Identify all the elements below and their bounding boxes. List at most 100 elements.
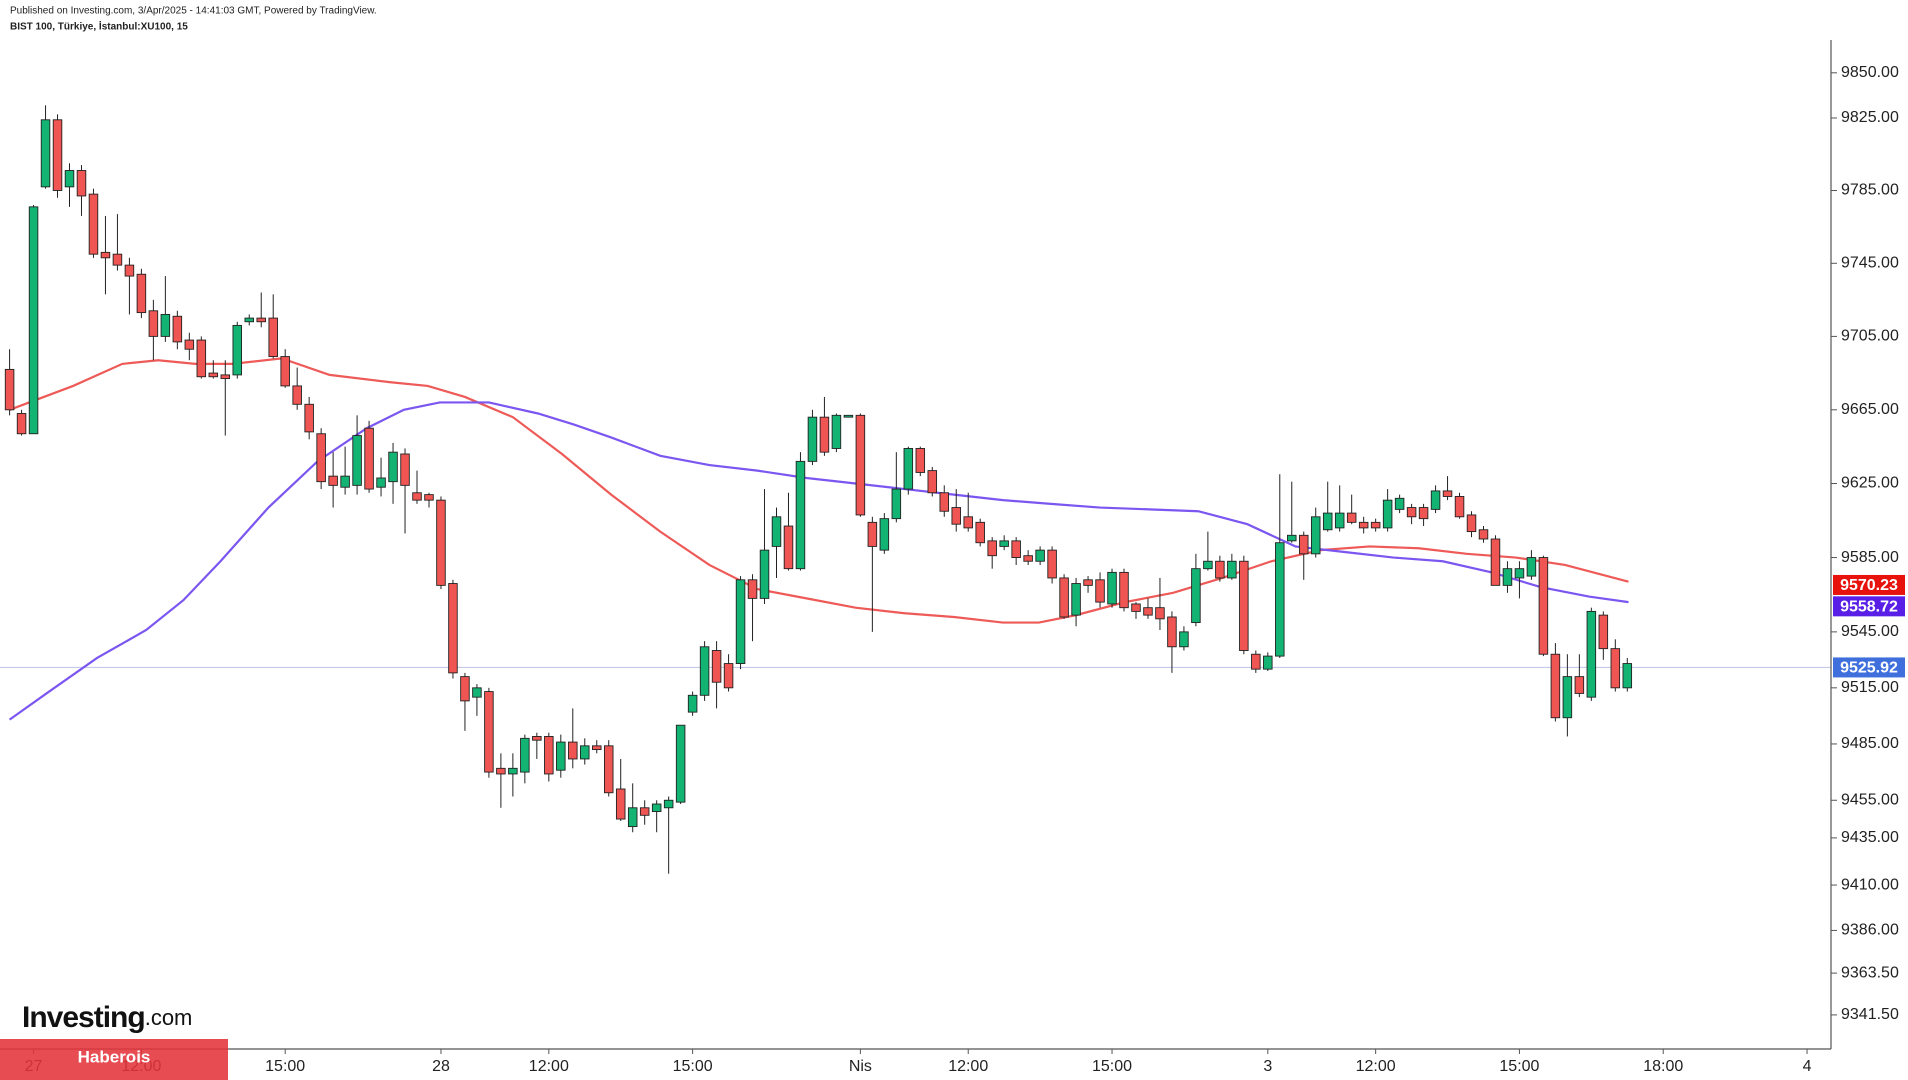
candle-body	[1334, 512, 1345, 529]
y-tick-label: 9435.00	[1841, 829, 1899, 846]
y-tick-label: 9785.00	[1841, 182, 1899, 199]
y-tick-label: 9341.50	[1841, 1006, 1899, 1023]
candle-body	[1071, 583, 1081, 616]
candle-body	[1538, 557, 1549, 655]
candle-body	[412, 492, 422, 501]
candle-body	[675, 724, 686, 803]
candle-body	[1346, 512, 1357, 523]
candle-body	[843, 414, 854, 418]
candle-body	[1586, 610, 1597, 698]
candle-body	[1263, 655, 1273, 670]
candle-body	[196, 339, 207, 378]
candle-body	[28, 206, 39, 435]
logo: Investing.com	[22, 1001, 192, 1034]
moving-average-line	[8, 401, 1629, 721]
logo-suffix: .com	[145, 1005, 193, 1030]
candle-body	[148, 310, 159, 337]
candle-body	[1394, 497, 1405, 510]
candle-body	[1251, 653, 1261, 670]
y-tick-label: 9515.00	[1841, 679, 1899, 696]
candle-body	[1035, 549, 1045, 562]
x-tick-label: 12:00	[948, 1058, 988, 1075]
y-tick-label: 9825.00	[1841, 109, 1899, 126]
logo-name: Investing	[22, 1001, 145, 1034]
candle-body	[328, 475, 338, 486]
candle-body	[903, 448, 914, 490]
candle-body	[723, 663, 734, 689]
y-tick-label: 9545.00	[1841, 623, 1899, 640]
candle-body	[1310, 516, 1321, 555]
candle-body	[867, 521, 878, 547]
candle-body	[220, 374, 231, 380]
candle-body	[436, 499, 446, 586]
candle-body	[1358, 521, 1369, 529]
candle-body	[1430, 490, 1441, 510]
candle-body	[1502, 568, 1513, 586]
candle-body	[1275, 542, 1285, 657]
candle-body	[352, 435, 362, 486]
candle-body	[999, 540, 1009, 547]
published-note: Published on Investing.com, 3/Apr/2025 -…	[10, 6, 377, 17]
candle-body	[136, 273, 147, 314]
candle-body	[580, 745, 590, 760]
watermark-box	[0, 1039, 228, 1080]
candle-body	[592, 745, 602, 751]
candle-body	[40, 119, 51, 188]
candle-body	[1215, 560, 1225, 579]
candle-body	[340, 475, 350, 488]
candle-body	[1107, 571, 1117, 605]
candle-body	[1083, 579, 1093, 586]
candle-body	[1370, 521, 1381, 529]
candle-body	[1167, 616, 1177, 648]
candle-body	[651, 803, 662, 812]
candle-body	[520, 737, 530, 773]
candle-body	[819, 416, 830, 453]
candle-body	[927, 470, 938, 494]
candle-body	[1382, 499, 1393, 529]
candle-body	[1406, 507, 1417, 518]
candle-body	[747, 579, 758, 599]
y-tick-label: 9410.00	[1841, 876, 1899, 893]
candle-body	[208, 372, 219, 378]
candle-body	[663, 799, 674, 809]
y-tick-label: 9485.00	[1841, 735, 1899, 752]
price-label-box	[1833, 574, 1905, 595]
candle-body	[532, 736, 542, 741]
candle-body	[795, 460, 806, 570]
candle-body	[388, 451, 398, 483]
watermark: Haberois	[78, 1047, 151, 1066]
candle-body	[160, 313, 171, 337]
candle-body	[807, 416, 818, 462]
candle-body	[568, 741, 578, 760]
candle-body	[1526, 557, 1537, 577]
candle-body	[1598, 614, 1609, 650]
x-tick-label: 15:00	[673, 1058, 713, 1075]
candle-body	[735, 579, 746, 665]
candle-body	[891, 488, 902, 520]
candle-body	[448, 583, 458, 674]
candle-body	[783, 525, 794, 570]
x-tick-label: 15:00	[265, 1058, 305, 1075]
candle-body	[232, 324, 243, 376]
candle-body	[1119, 571, 1129, 609]
candle-body	[316, 433, 326, 483]
x-tick-label: Nis	[849, 1058, 872, 1075]
candle-body	[1179, 631, 1189, 648]
candle-body	[1287, 534, 1297, 542]
y-tick-label: 9665.00	[1841, 401, 1899, 418]
y-tick-label: 9585.00	[1841, 549, 1899, 566]
candle-body	[1131, 603, 1141, 612]
candle-body	[759, 549, 770, 599]
candle-body	[424, 494, 434, 501]
candle-body	[951, 507, 961, 525]
candle-body	[639, 807, 650, 816]
y-tick-label: 9386.00	[1841, 922, 1899, 939]
candle-body	[100, 251, 111, 259]
candle-body	[1203, 560, 1213, 570]
candle-body	[484, 691, 494, 773]
candle-body	[1143, 607, 1153, 616]
candle-body	[1442, 490, 1453, 497]
x-tick-label: 12:00	[529, 1058, 569, 1075]
